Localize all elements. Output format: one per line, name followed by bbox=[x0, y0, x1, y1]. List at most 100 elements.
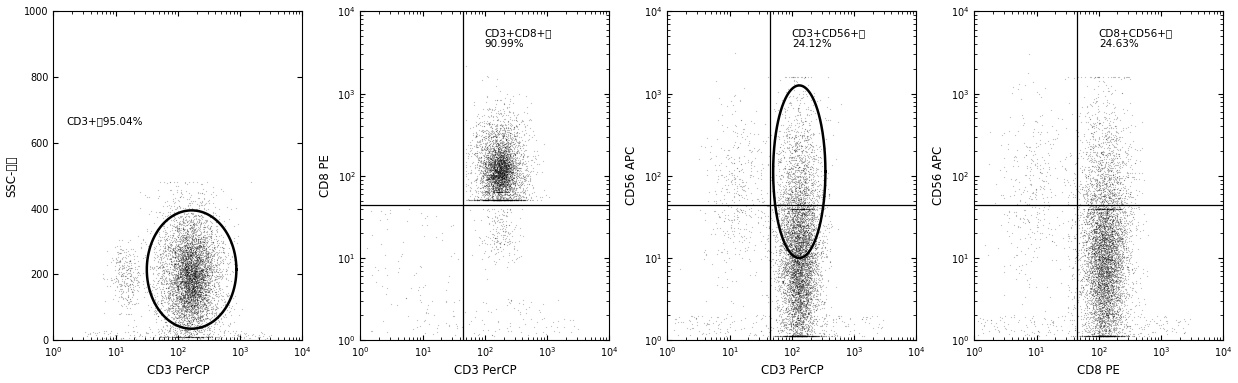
Point bbox=[192, 243, 212, 249]
Point bbox=[186, 303, 206, 309]
Point bbox=[1089, 328, 1109, 334]
Point bbox=[786, 228, 806, 234]
Point bbox=[490, 152, 510, 158]
Point bbox=[781, 269, 801, 275]
Point bbox=[1098, 226, 1118, 232]
Point bbox=[773, 111, 792, 117]
Point bbox=[779, 306, 799, 312]
Point bbox=[1091, 296, 1110, 303]
Point bbox=[1106, 262, 1125, 268]
Point bbox=[183, 221, 203, 228]
Point bbox=[493, 192, 513, 198]
Point bbox=[771, 260, 791, 266]
Point bbox=[180, 224, 199, 231]
Point bbox=[1057, 74, 1077, 80]
Point bbox=[802, 214, 822, 220]
Point bbox=[805, 251, 825, 257]
Point bbox=[208, 336, 228, 342]
Point bbox=[1120, 191, 1140, 197]
Point bbox=[155, 334, 175, 340]
Point bbox=[495, 177, 515, 183]
Point bbox=[1098, 214, 1118, 220]
Point bbox=[1094, 234, 1114, 241]
Point bbox=[1081, 122, 1101, 128]
Point bbox=[181, 285, 201, 291]
Point bbox=[799, 179, 818, 185]
Point bbox=[186, 288, 206, 294]
Point bbox=[1083, 283, 1103, 289]
Point bbox=[1091, 209, 1110, 215]
Point bbox=[813, 282, 833, 288]
Point bbox=[158, 290, 178, 296]
Point bbox=[487, 165, 506, 171]
Point bbox=[193, 269, 213, 275]
Point bbox=[1119, 170, 1139, 177]
Point bbox=[1084, 236, 1104, 242]
Point bbox=[496, 175, 516, 181]
Point bbox=[1034, 157, 1054, 163]
Point bbox=[1094, 206, 1114, 212]
Point bbox=[1097, 206, 1117, 212]
Point bbox=[1094, 331, 1114, 337]
Point bbox=[491, 176, 511, 182]
Point bbox=[201, 235, 220, 241]
Point bbox=[799, 206, 818, 212]
Point bbox=[1096, 256, 1115, 262]
Point bbox=[1151, 322, 1171, 329]
Point bbox=[475, 174, 495, 180]
Point bbox=[188, 236, 208, 242]
Point bbox=[770, 200, 790, 206]
Point bbox=[487, 167, 506, 173]
Point bbox=[183, 241, 203, 247]
Point bbox=[482, 121, 501, 127]
Point bbox=[791, 294, 811, 300]
Point bbox=[706, 231, 725, 237]
Point bbox=[771, 187, 791, 193]
Point bbox=[176, 238, 196, 244]
Point bbox=[787, 266, 807, 272]
Point bbox=[1125, 288, 1145, 294]
Point bbox=[1099, 317, 1119, 323]
Point bbox=[790, 183, 810, 189]
Point bbox=[802, 279, 822, 285]
Point bbox=[1078, 167, 1098, 173]
Point bbox=[165, 250, 184, 257]
Point bbox=[490, 181, 510, 187]
Point bbox=[787, 274, 807, 280]
Point bbox=[490, 154, 510, 160]
Point bbox=[799, 306, 818, 313]
Point bbox=[1084, 250, 1104, 257]
Point bbox=[1094, 333, 1114, 339]
Point bbox=[178, 254, 198, 260]
Point bbox=[802, 272, 822, 278]
Point bbox=[172, 334, 192, 340]
Point bbox=[782, 150, 802, 156]
Point bbox=[1089, 287, 1109, 293]
Point bbox=[1094, 133, 1114, 139]
Point bbox=[1098, 214, 1118, 220]
Point bbox=[181, 303, 201, 309]
Point bbox=[782, 308, 802, 314]
Point bbox=[177, 262, 197, 268]
Point bbox=[189, 334, 209, 340]
Point bbox=[121, 285, 141, 291]
Point bbox=[197, 258, 217, 264]
Point bbox=[784, 288, 803, 294]
Point bbox=[794, 279, 813, 285]
Point bbox=[158, 308, 178, 314]
Point bbox=[1083, 99, 1103, 105]
Point bbox=[724, 217, 744, 223]
Point bbox=[1103, 275, 1123, 282]
Point bbox=[191, 267, 210, 273]
Point bbox=[1109, 328, 1129, 334]
Point bbox=[490, 144, 510, 150]
Point bbox=[786, 242, 806, 248]
Point bbox=[184, 228, 204, 234]
Point bbox=[499, 171, 519, 177]
Point bbox=[790, 262, 810, 268]
Point bbox=[498, 149, 517, 155]
Point bbox=[496, 197, 516, 203]
Point bbox=[483, 185, 503, 191]
Point bbox=[1093, 295, 1113, 301]
Point bbox=[766, 234, 786, 240]
